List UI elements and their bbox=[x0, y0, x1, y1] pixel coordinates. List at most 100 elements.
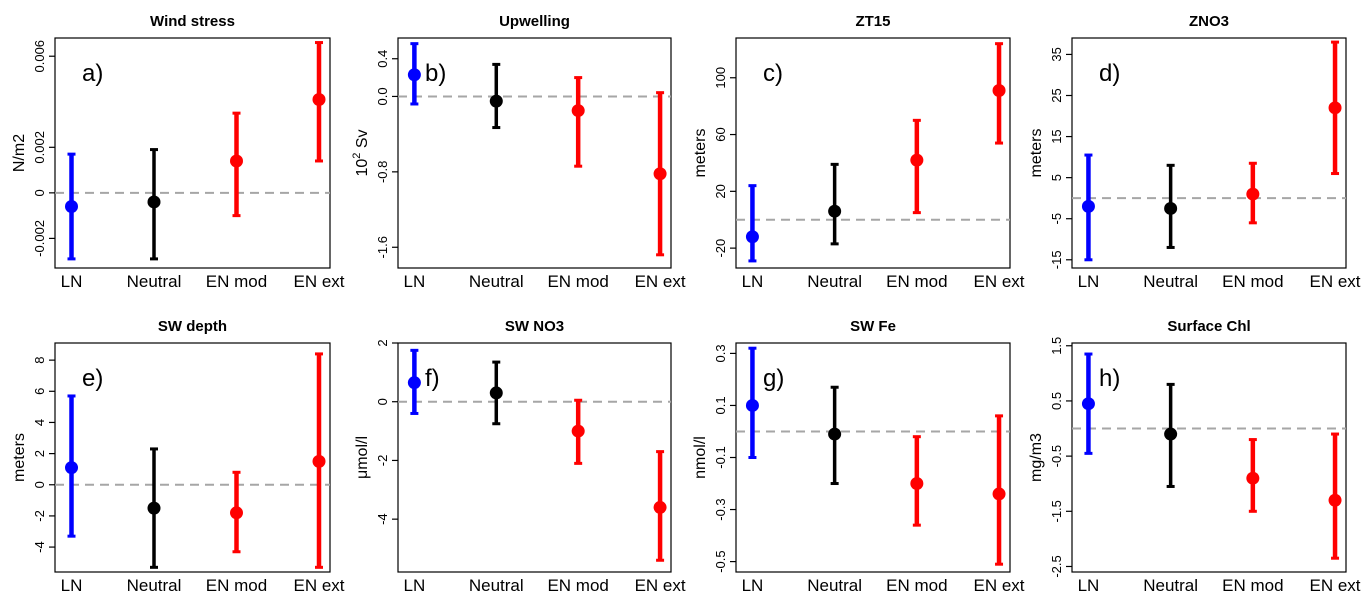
x-category-label: LN bbox=[742, 272, 764, 291]
y-tick-label: 35 bbox=[1049, 47, 1064, 61]
panel-title: SW Fe bbox=[850, 318, 896, 335]
data-point bbox=[1328, 493, 1342, 507]
y-axis-label-unit: Sv bbox=[354, 129, 371, 152]
x-category-label: EN mod bbox=[1222, 576, 1283, 595]
x-category-label: EN mod bbox=[547, 272, 608, 291]
data-point bbox=[230, 506, 243, 520]
y-axis-label: mg/m3 bbox=[1028, 433, 1045, 482]
x-category-label: EN mod bbox=[1222, 272, 1283, 291]
data-point bbox=[745, 230, 759, 244]
x-category-label: Neutral bbox=[127, 576, 182, 595]
data-point bbox=[1164, 201, 1178, 215]
panel-label: d) bbox=[1099, 60, 1120, 87]
x-category-label: EN ext bbox=[1310, 272, 1361, 291]
data-point bbox=[745, 398, 759, 412]
y-tick-label: 1.5 bbox=[1049, 337, 1064, 355]
y-tick-label: -2 bbox=[32, 510, 47, 522]
y-axis-label: μmol/l bbox=[354, 436, 371, 479]
x-category-label: LN bbox=[404, 272, 426, 291]
plot-frame bbox=[54, 342, 331, 573]
data-point bbox=[489, 386, 503, 400]
data-point bbox=[1328, 101, 1342, 115]
plot-frame bbox=[397, 37, 672, 269]
y-axis-label: meters bbox=[1028, 129, 1045, 178]
y-tick-label: -1.6 bbox=[375, 236, 390, 258]
y-axis-label-base: 10 bbox=[354, 159, 371, 177]
data-point bbox=[1246, 471, 1260, 485]
x-category-label: EN ext bbox=[974, 272, 1025, 291]
panel-5: SW depth e) -4 -2 0 2 4 6 8 meters LN Neutral EN mod… bbox=[11, 318, 345, 595]
y-tick-label: -2 bbox=[375, 455, 390, 467]
y-axis-label: meters bbox=[11, 433, 28, 482]
panel-label: b) bbox=[425, 60, 446, 87]
plot-frame bbox=[1071, 342, 1347, 573]
y-tick-label: -0.3 bbox=[713, 498, 728, 520]
panel-6: SW NO3 f) -4 -2 0 2 μmol/l LN Neutral EN mod EN ex… bbox=[354, 318, 686, 595]
panel-8: Surface Chl h) -2.5 -1.5 -0.5 0.5 1.5 mg/m3 LN Ne… bbox=[1028, 318, 1361, 595]
panel-7: SW Fe g) -0.5 -0.3 -0.1 0.1 0.3 nmol/l LN Neutral… bbox=[692, 318, 1025, 595]
panel-label: a) bbox=[82, 60, 103, 87]
y-tick-label: -2.5 bbox=[1049, 555, 1064, 577]
data-point bbox=[910, 153, 924, 167]
data-point bbox=[1081, 397, 1095, 411]
x-category-label: EN ext bbox=[974, 576, 1025, 595]
data-point bbox=[1246, 187, 1260, 201]
x-category-label: Neutral bbox=[469, 576, 524, 595]
x-category-label: EN mod bbox=[886, 576, 947, 595]
y-tick-label: -4 bbox=[375, 513, 390, 525]
y-tick-label: -15 bbox=[1049, 250, 1064, 269]
data-point bbox=[1081, 199, 1095, 213]
y-tick-label: 2 bbox=[375, 339, 390, 346]
y-tick-label: 0.4 bbox=[375, 50, 390, 68]
panel-label: f) bbox=[425, 365, 440, 392]
y-tick-label: 0.006 bbox=[32, 40, 47, 73]
panel-1: Wind stress a) -0.002 0 0.002 0.006 N/m2 LN Neut… bbox=[11, 13, 345, 291]
x-category-label: EN ext bbox=[635, 272, 686, 291]
data-point bbox=[230, 154, 243, 168]
y-tick-label: -0.002 bbox=[32, 220, 47, 257]
plot-frame bbox=[735, 37, 1011, 269]
panel-title: Surface Chl bbox=[1167, 318, 1250, 335]
y-tick-label: -1.5 bbox=[1049, 500, 1064, 522]
x-category-label: EN mod bbox=[206, 576, 267, 595]
panel-title: ZNO3 bbox=[1189, 13, 1229, 30]
y-tick-label: -0.1 bbox=[713, 446, 728, 468]
panel-4: ZNO3 d) -15 -5 5 15 25 35 meters LN Neutral EN mod E… bbox=[1028, 13, 1361, 291]
x-category-label: EN ext bbox=[1310, 576, 1361, 595]
x-category-label: EN ext bbox=[293, 272, 344, 291]
data-point bbox=[1164, 427, 1178, 441]
plot-frame bbox=[54, 37, 331, 269]
y-tick-label: -20 bbox=[713, 239, 728, 258]
panel-title: SW NO3 bbox=[505, 318, 564, 335]
data-point bbox=[147, 195, 161, 209]
panel-3: ZT15 c) -20 20 60 100 meters LN Neutral EN mod EN … bbox=[692, 13, 1025, 291]
y-axis-label: N/m2 bbox=[11, 134, 28, 172]
data-point bbox=[992, 84, 1006, 98]
data-point bbox=[653, 167, 667, 181]
x-category-label: Neutral bbox=[469, 272, 524, 291]
y-axis-label-exponent: 2 bbox=[351, 153, 363, 159]
x-category-label: EN mod bbox=[206, 272, 267, 291]
panel-title: Wind stress bbox=[150, 13, 235, 30]
x-category-label: EN ext bbox=[635, 576, 686, 595]
y-tick-label: 0 bbox=[32, 189, 47, 196]
data-point bbox=[147, 501, 161, 515]
x-category-label: LN bbox=[742, 576, 764, 595]
y-tick-label: -5 bbox=[1049, 213, 1064, 225]
data-point bbox=[312, 92, 326, 106]
panel-label: h) bbox=[1099, 365, 1120, 392]
data-point bbox=[828, 204, 842, 218]
plot-frame bbox=[397, 342, 672, 573]
panel-label: g) bbox=[763, 365, 784, 392]
data-point bbox=[65, 461, 78, 475]
x-category-label: Neutral bbox=[1143, 576, 1198, 595]
y-axis-label: nmol/l bbox=[692, 436, 709, 479]
data-point bbox=[992, 487, 1006, 501]
y-tick-label: -4 bbox=[32, 541, 47, 553]
y-tick-label: 0 bbox=[32, 481, 47, 488]
panel-title: SW depth bbox=[158, 318, 227, 335]
y-tick-label: -0.5 bbox=[1049, 445, 1064, 467]
data-point bbox=[407, 376, 421, 390]
y-tick-label: 2 bbox=[32, 450, 47, 457]
